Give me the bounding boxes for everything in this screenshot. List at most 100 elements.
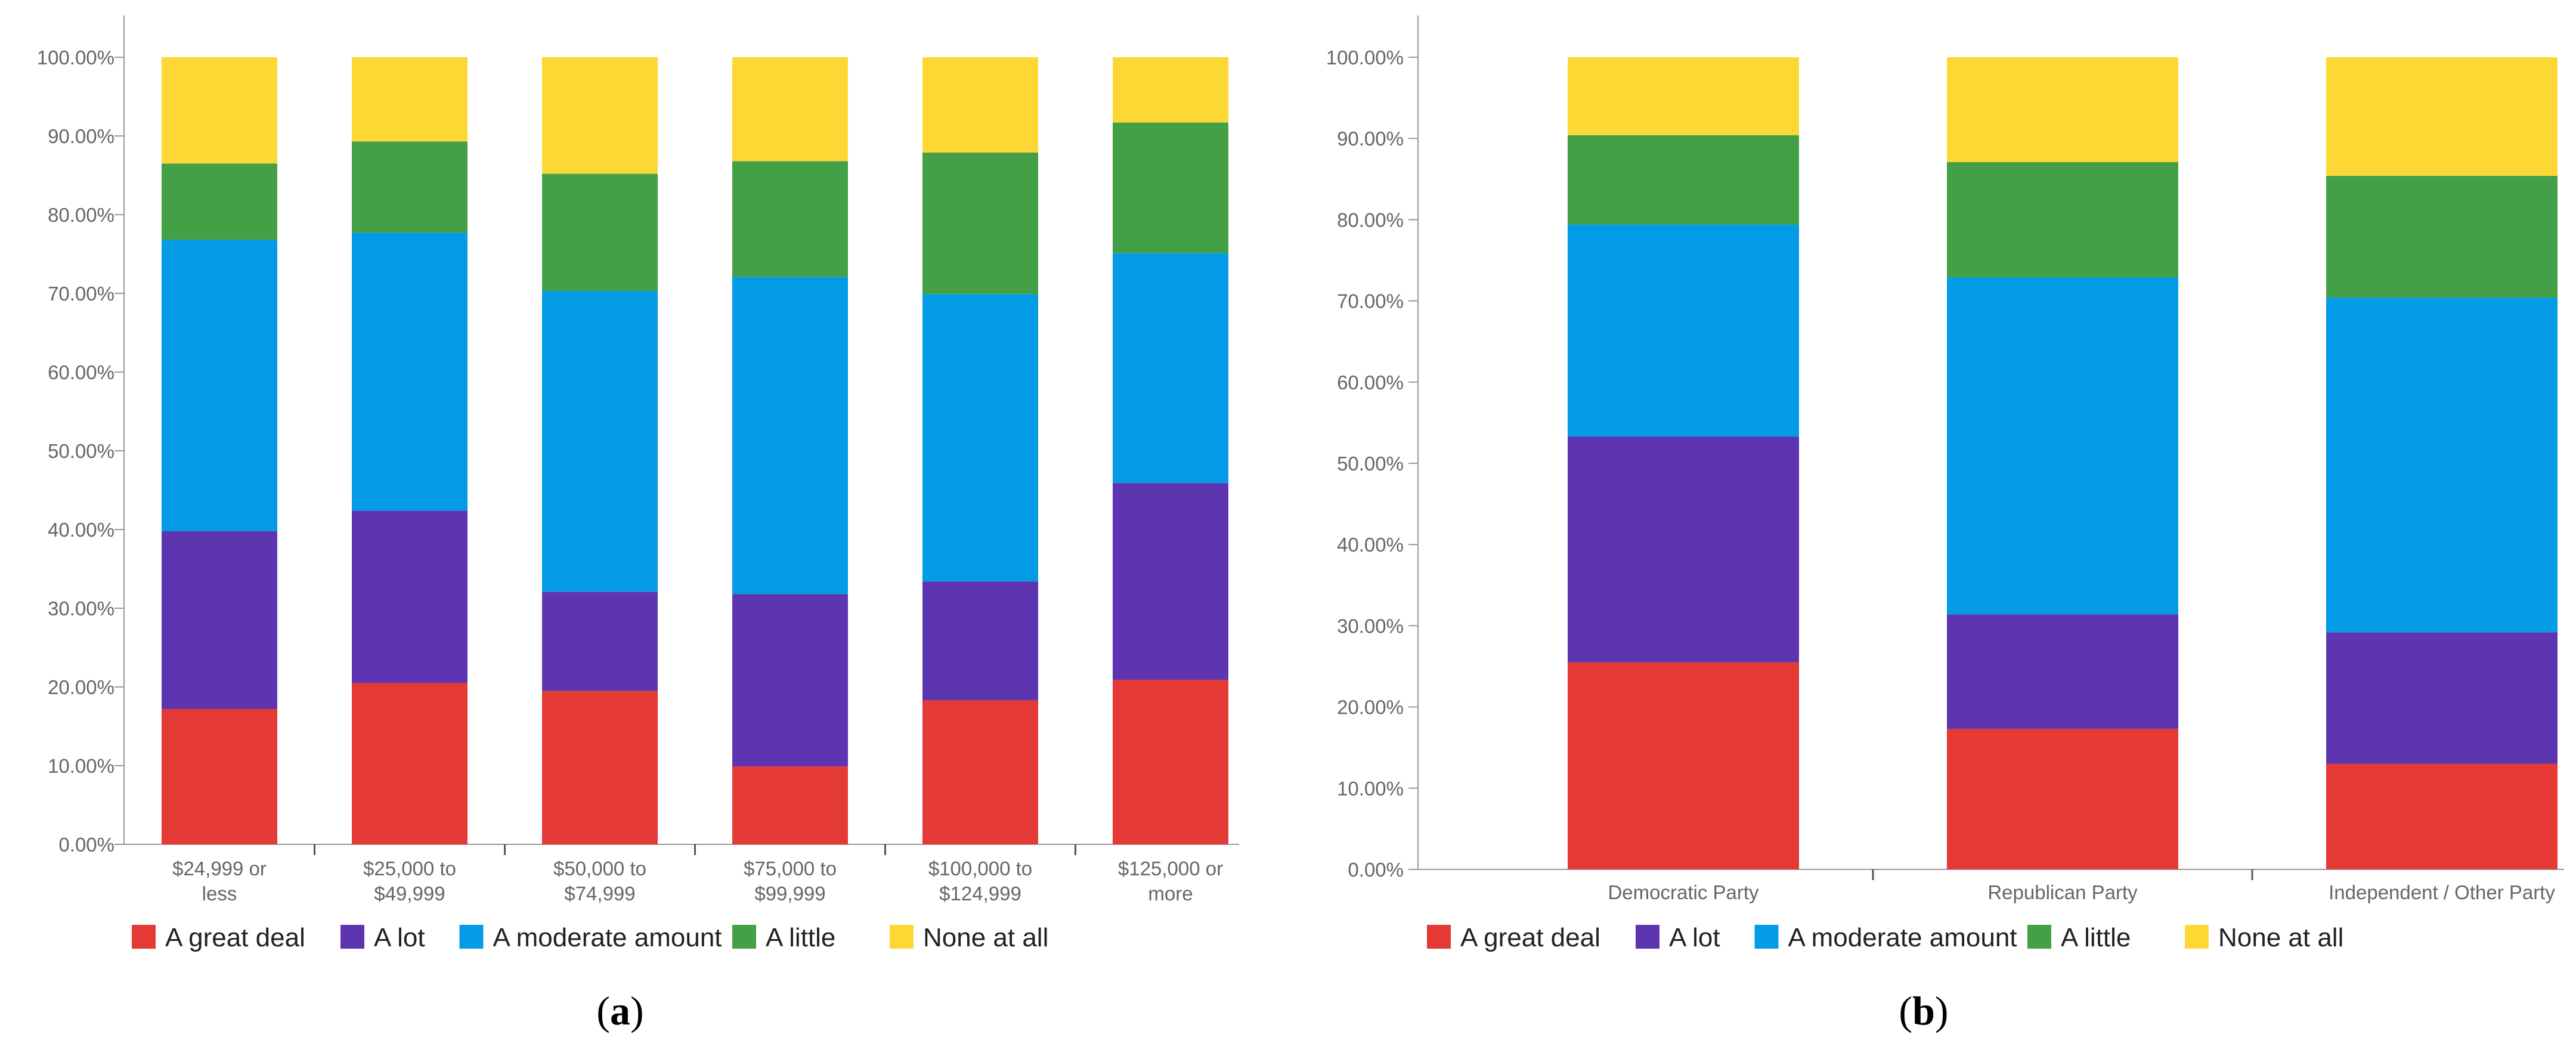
bar-segment-a-moderate-amount (922, 294, 1038, 582)
bar-segment-none-at-all (1568, 57, 1799, 135)
y-tick-label: 50.00% (1337, 453, 1404, 475)
y-tick-label: 30.00% (1337, 615, 1404, 637)
bar-segment-a-lot (352, 510, 467, 683)
bar-segment-none-at-all (162, 57, 277, 164)
bar-segment-a-lot (1113, 483, 1228, 680)
legend-label-a-moderate-amount: A moderate amount (493, 923, 722, 952)
bar-segment-a-great-deal (1568, 662, 1799, 869)
y-tick-label: 100.00% (37, 47, 114, 69)
y-tick-label: 70.00% (48, 283, 114, 305)
bar-segment-a-lot (922, 581, 1038, 701)
x-category-label: $75,000 to $99,999 (744, 857, 837, 905)
legend-swatch-a-moderate-amount (1754, 925, 1779, 949)
x-category-label: $125,000 or more (1118, 857, 1223, 905)
legend-label-none-at-all: None at all (923, 923, 1048, 952)
x-category-label: $24,999 or less (172, 857, 267, 905)
legend-swatch-a-lot (1636, 925, 1659, 949)
x-category-label: Democratic Party (1608, 881, 1759, 903)
bar-segment-none-at-all (2326, 57, 2558, 176)
bar-segment-a-moderate-amount (1568, 224, 1799, 437)
legend-swatch-a-great-deal (1427, 925, 1451, 949)
bar-segment-none-at-all (542, 57, 658, 174)
bar-segment-a-lot (1947, 614, 2178, 729)
bar-segment-a-great-deal (1947, 729, 2178, 869)
y-tick-label: 0.00% (58, 834, 114, 856)
x-category-label: $50,000 to $74,999 (553, 857, 646, 905)
y-tick-label: 20.00% (1337, 696, 1404, 719)
y-tick-label: 40.00% (48, 519, 114, 541)
bar-segment-a-little (1113, 122, 1228, 253)
legend-label-a-little: A little (2061, 923, 2131, 952)
legend-label-none-at-all: None at all (2218, 923, 2343, 952)
bar-segment-a-little (732, 161, 848, 277)
y-tick-label: 40.00% (1337, 534, 1404, 556)
bar-segment-a-great-deal (922, 700, 1038, 844)
panel-label-b: (b) (1899, 988, 1948, 1033)
legend-label-a-moderate-amount: A moderate amount (1788, 923, 2017, 952)
x-category-label: $25,000 to $49,999 (363, 857, 456, 905)
y-tick-label: 30.00% (48, 597, 114, 620)
y-tick-label: 20.00% (48, 676, 114, 698)
bar-segment-a-moderate-amount (162, 240, 277, 531)
y-tick-label: 10.00% (48, 755, 114, 777)
y-tick-label: 10.00% (1337, 778, 1404, 800)
bar-segment-a-great-deal (1113, 680, 1228, 844)
bar-segment-a-great-deal (162, 708, 277, 844)
bar-segment-a-great-deal (732, 766, 848, 844)
chart-panel-a: 0.00% 10.00% 20.00% 30.00% 40.00% 50.00% 60.00… (37, 16, 1239, 952)
legend-swatch-a-great-deal (132, 925, 156, 949)
y-tick-label: 80.00% (1337, 209, 1404, 231)
bar-segment-a-lot (2326, 632, 2558, 764)
legend-label-a-great-deal: A great deal (165, 923, 305, 952)
legend-label-a-lot: A lot (1669, 923, 1720, 952)
y-tick-label: 60.00% (48, 361, 114, 383)
bar-segment-a-moderate-amount (732, 277, 848, 594)
bar-segment-a-little (352, 141, 467, 233)
bar-segment-none-at-all (1113, 57, 1228, 123)
bar-segment-a-little (542, 174, 658, 292)
legend-swatch-a-little (732, 925, 756, 949)
bar-segment-a-little (1947, 162, 2178, 278)
bar-segment-a-lot (162, 531, 277, 709)
bar-segment-a-little (1568, 135, 1799, 225)
bar-segment-a-moderate-amount (2326, 298, 2558, 633)
bar-segment-a-great-deal (542, 690, 658, 844)
y-tick-label: 90.00% (48, 125, 114, 147)
bar-segment-none-at-all (732, 57, 848, 162)
bar-segment-none-at-all (1947, 57, 2178, 162)
y-tick-label: 90.00% (1337, 128, 1404, 150)
bar-segment-a-little (922, 152, 1038, 295)
y-tick-label: 50.00% (48, 440, 114, 462)
bar-segment-a-little (2326, 175, 2558, 298)
bar-segment-a-lot (542, 592, 658, 691)
legend-swatch-none-at-all (2185, 925, 2209, 949)
panel-label-a: (a) (596, 988, 643, 1033)
legend-label-a-lot: A lot (374, 923, 425, 952)
bar-segment-none-at-all (922, 57, 1038, 153)
bar-segment-a-moderate-amount (1113, 253, 1228, 484)
y-tick-label: 70.00% (1337, 290, 1404, 312)
x-category-label: Independent / Other Party (2329, 881, 2555, 903)
bar-segment-a-lot (732, 594, 848, 767)
bar-segment-a-lot (1568, 436, 1799, 662)
legend-swatch-a-lot (340, 925, 364, 949)
bar-segment-a-moderate-amount (352, 233, 467, 511)
chart-panel-b: 0.00% 10.00% 20.00% 30.00% 40.00% 50.00% 60.00… (1326, 16, 2564, 952)
bar-segment-a-great-deal (2326, 763, 2558, 869)
legend-swatch-a-moderate-amount (459, 925, 484, 949)
legend-swatch-a-little (2027, 925, 2051, 949)
y-tick-label: 100.00% (1326, 47, 1404, 69)
legend-label-a-great-deal: A great deal (1460, 923, 1600, 952)
bar-segment-a-great-deal (352, 683, 467, 844)
bar-segment-none-at-all (352, 57, 467, 142)
legend-label-a-little: A little (766, 923, 835, 952)
bar-segment-a-moderate-amount (542, 291, 658, 592)
legend-swatch-none-at-all (890, 925, 914, 949)
x-category-label: $100,000 to $124,999 (928, 857, 1032, 905)
bar-segment-a-little (162, 163, 277, 240)
y-tick-label: 80.00% (48, 204, 114, 226)
x-category-label: Republican Party (1987, 881, 2138, 903)
y-tick-label: 0.00% (1348, 859, 1404, 881)
y-tick-label: 60.00% (1337, 371, 1404, 394)
